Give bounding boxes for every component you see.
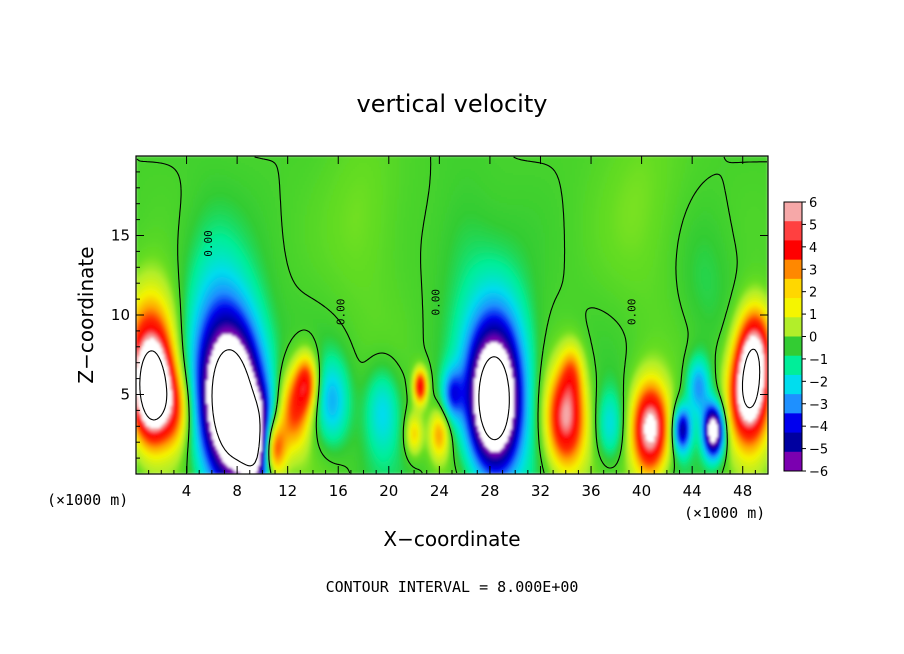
colorbar-label: 4: [809, 241, 817, 256]
colorbar-cell: [784, 259, 802, 280]
colorbar-label: −3: [809, 398, 828, 413]
x-tick-label: 4: [182, 482, 192, 500]
colorbar-label: 6: [809, 196, 817, 211]
colorbar-cell: [784, 355, 802, 376]
x-tick-label: 36: [581, 482, 600, 500]
contour-label: 0.00: [335, 299, 348, 326]
y-tick-label: 5: [120, 386, 130, 404]
x-tick-label: 12: [278, 482, 297, 500]
colorbar-cell: [784, 202, 802, 222]
colorbar-cell: [784, 336, 802, 357]
colorbar-label: −4: [809, 420, 828, 435]
contour-label: 0.00: [625, 299, 638, 326]
x-tick-label: 24: [430, 482, 449, 500]
contour-interval-note: CONTOUR INTERVAL = 8.000E+00: [326, 578, 579, 596]
colorbar-cell: [784, 221, 802, 241]
contour-lines: [136, 156, 767, 474]
colorbar-cell: [784, 240, 802, 261]
colorbar-label: 1: [809, 308, 817, 323]
y-axis: 5 10 15: [111, 171, 768, 459]
x-tick-label: 32: [531, 482, 550, 500]
x-tick-label: 20: [379, 482, 398, 500]
x-axis: 4 8 12 16 20 24 28 32 36 40 44 48: [148, 156, 756, 500]
x-unit-right: (×1000 m): [684, 504, 765, 522]
colorbar-label: −5: [809, 443, 828, 458]
colorbar-cell: [784, 374, 802, 395]
x-tick-label: 40: [632, 482, 651, 500]
colorbar-label: −6: [809, 465, 828, 480]
colorbar-cell: [784, 317, 802, 337]
negative-contour: [211, 349, 510, 467]
x-axis-label: X−coordinate: [383, 527, 520, 551]
chart-title: vertical velocity: [357, 90, 548, 118]
contour-label: 0.00: [202, 230, 215, 257]
x-tick-label: 16: [329, 482, 348, 500]
colorbar-cell: [784, 278, 802, 299]
x-tick-label: 44: [683, 482, 702, 500]
contour-line: [136, 156, 767, 474]
contour-label: 0.00: [429, 289, 442, 316]
y-axis-label: Z−coordinate: [74, 246, 98, 383]
colorbar-label: −1: [809, 353, 828, 368]
x-tick-label: 48: [733, 482, 752, 500]
y-tick-label: 15: [111, 227, 130, 245]
colorbar: 6 5 4 3 2 1 0 −1 −2 −3 −4 −5 −6: [783, 196, 828, 480]
x-tick-label: 28: [480, 482, 499, 500]
x-unit-left: (×1000 m): [47, 491, 128, 509]
y-tick-label: 10: [111, 306, 130, 324]
contour-labels: 0.00 0.00 0.00 0.00: [202, 230, 638, 325]
colorbar-cell: [784, 451, 802, 472]
colorbar-label: 5: [809, 218, 817, 233]
contour-line: [139, 348, 761, 421]
colorbar-label: −2: [809, 375, 828, 390]
colorbar-cell: [784, 298, 802, 318]
x-tick-label: 8: [232, 482, 242, 500]
colorbar-label: 2: [809, 286, 817, 301]
velocity-field: [136, 156, 768, 474]
colorbar-cell: [784, 394, 802, 414]
colorbar-label: 3: [809, 263, 817, 278]
colorbar-label: 0: [809, 331, 817, 346]
colorbar-cell: [784, 413, 802, 433]
colorbar-cell: [784, 432, 802, 453]
